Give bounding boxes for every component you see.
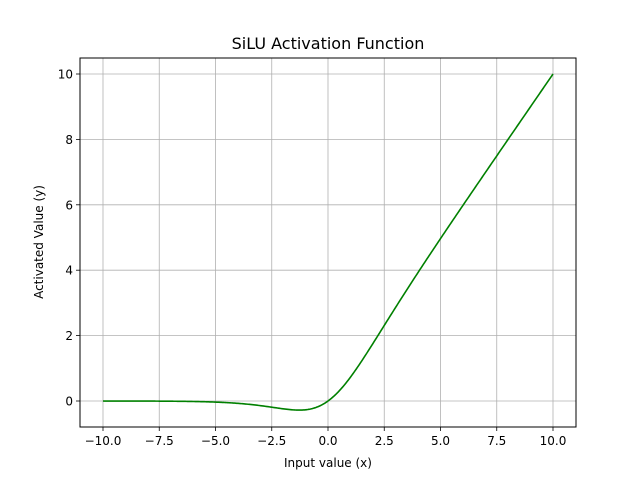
- x-tick-label: −10.0: [85, 434, 122, 448]
- x-tick-label: −2.5: [257, 434, 286, 448]
- y-tick-label: 8: [65, 133, 73, 147]
- x-tick-label: −5.0: [201, 434, 230, 448]
- y-tick-label: 4: [65, 264, 73, 278]
- x-tick-label: 2.5: [375, 434, 394, 448]
- x-tick-label: 5.0: [431, 434, 450, 448]
- x-axis-label: Input value (x): [284, 456, 372, 470]
- x-tick-label: 7.5: [487, 434, 506, 448]
- y-tick-label: 10: [58, 68, 73, 82]
- chart-title: SiLU Activation Function: [232, 34, 425, 53]
- y-tick-label: 2: [65, 329, 73, 343]
- x-tick-label: 10.0: [540, 434, 567, 448]
- silu-line: [102, 73, 554, 411]
- x-tick-label: −7.5: [145, 434, 174, 448]
- y-tick-label: 6: [65, 198, 73, 212]
- y-axis-label: Activated Value (y): [32, 185, 46, 299]
- grid-lines: [80, 58, 576, 427]
- x-axis-ticks: −10.0 −7.5 −5.0 −2.5 0.0 2.5 5.0 7.5 10.0: [85, 427, 567, 448]
- y-axis-ticks: 0 2 4 6 8 10: [58, 68, 80, 409]
- y-tick-label: 0: [65, 395, 73, 409]
- x-tick-label: 0.0: [318, 434, 337, 448]
